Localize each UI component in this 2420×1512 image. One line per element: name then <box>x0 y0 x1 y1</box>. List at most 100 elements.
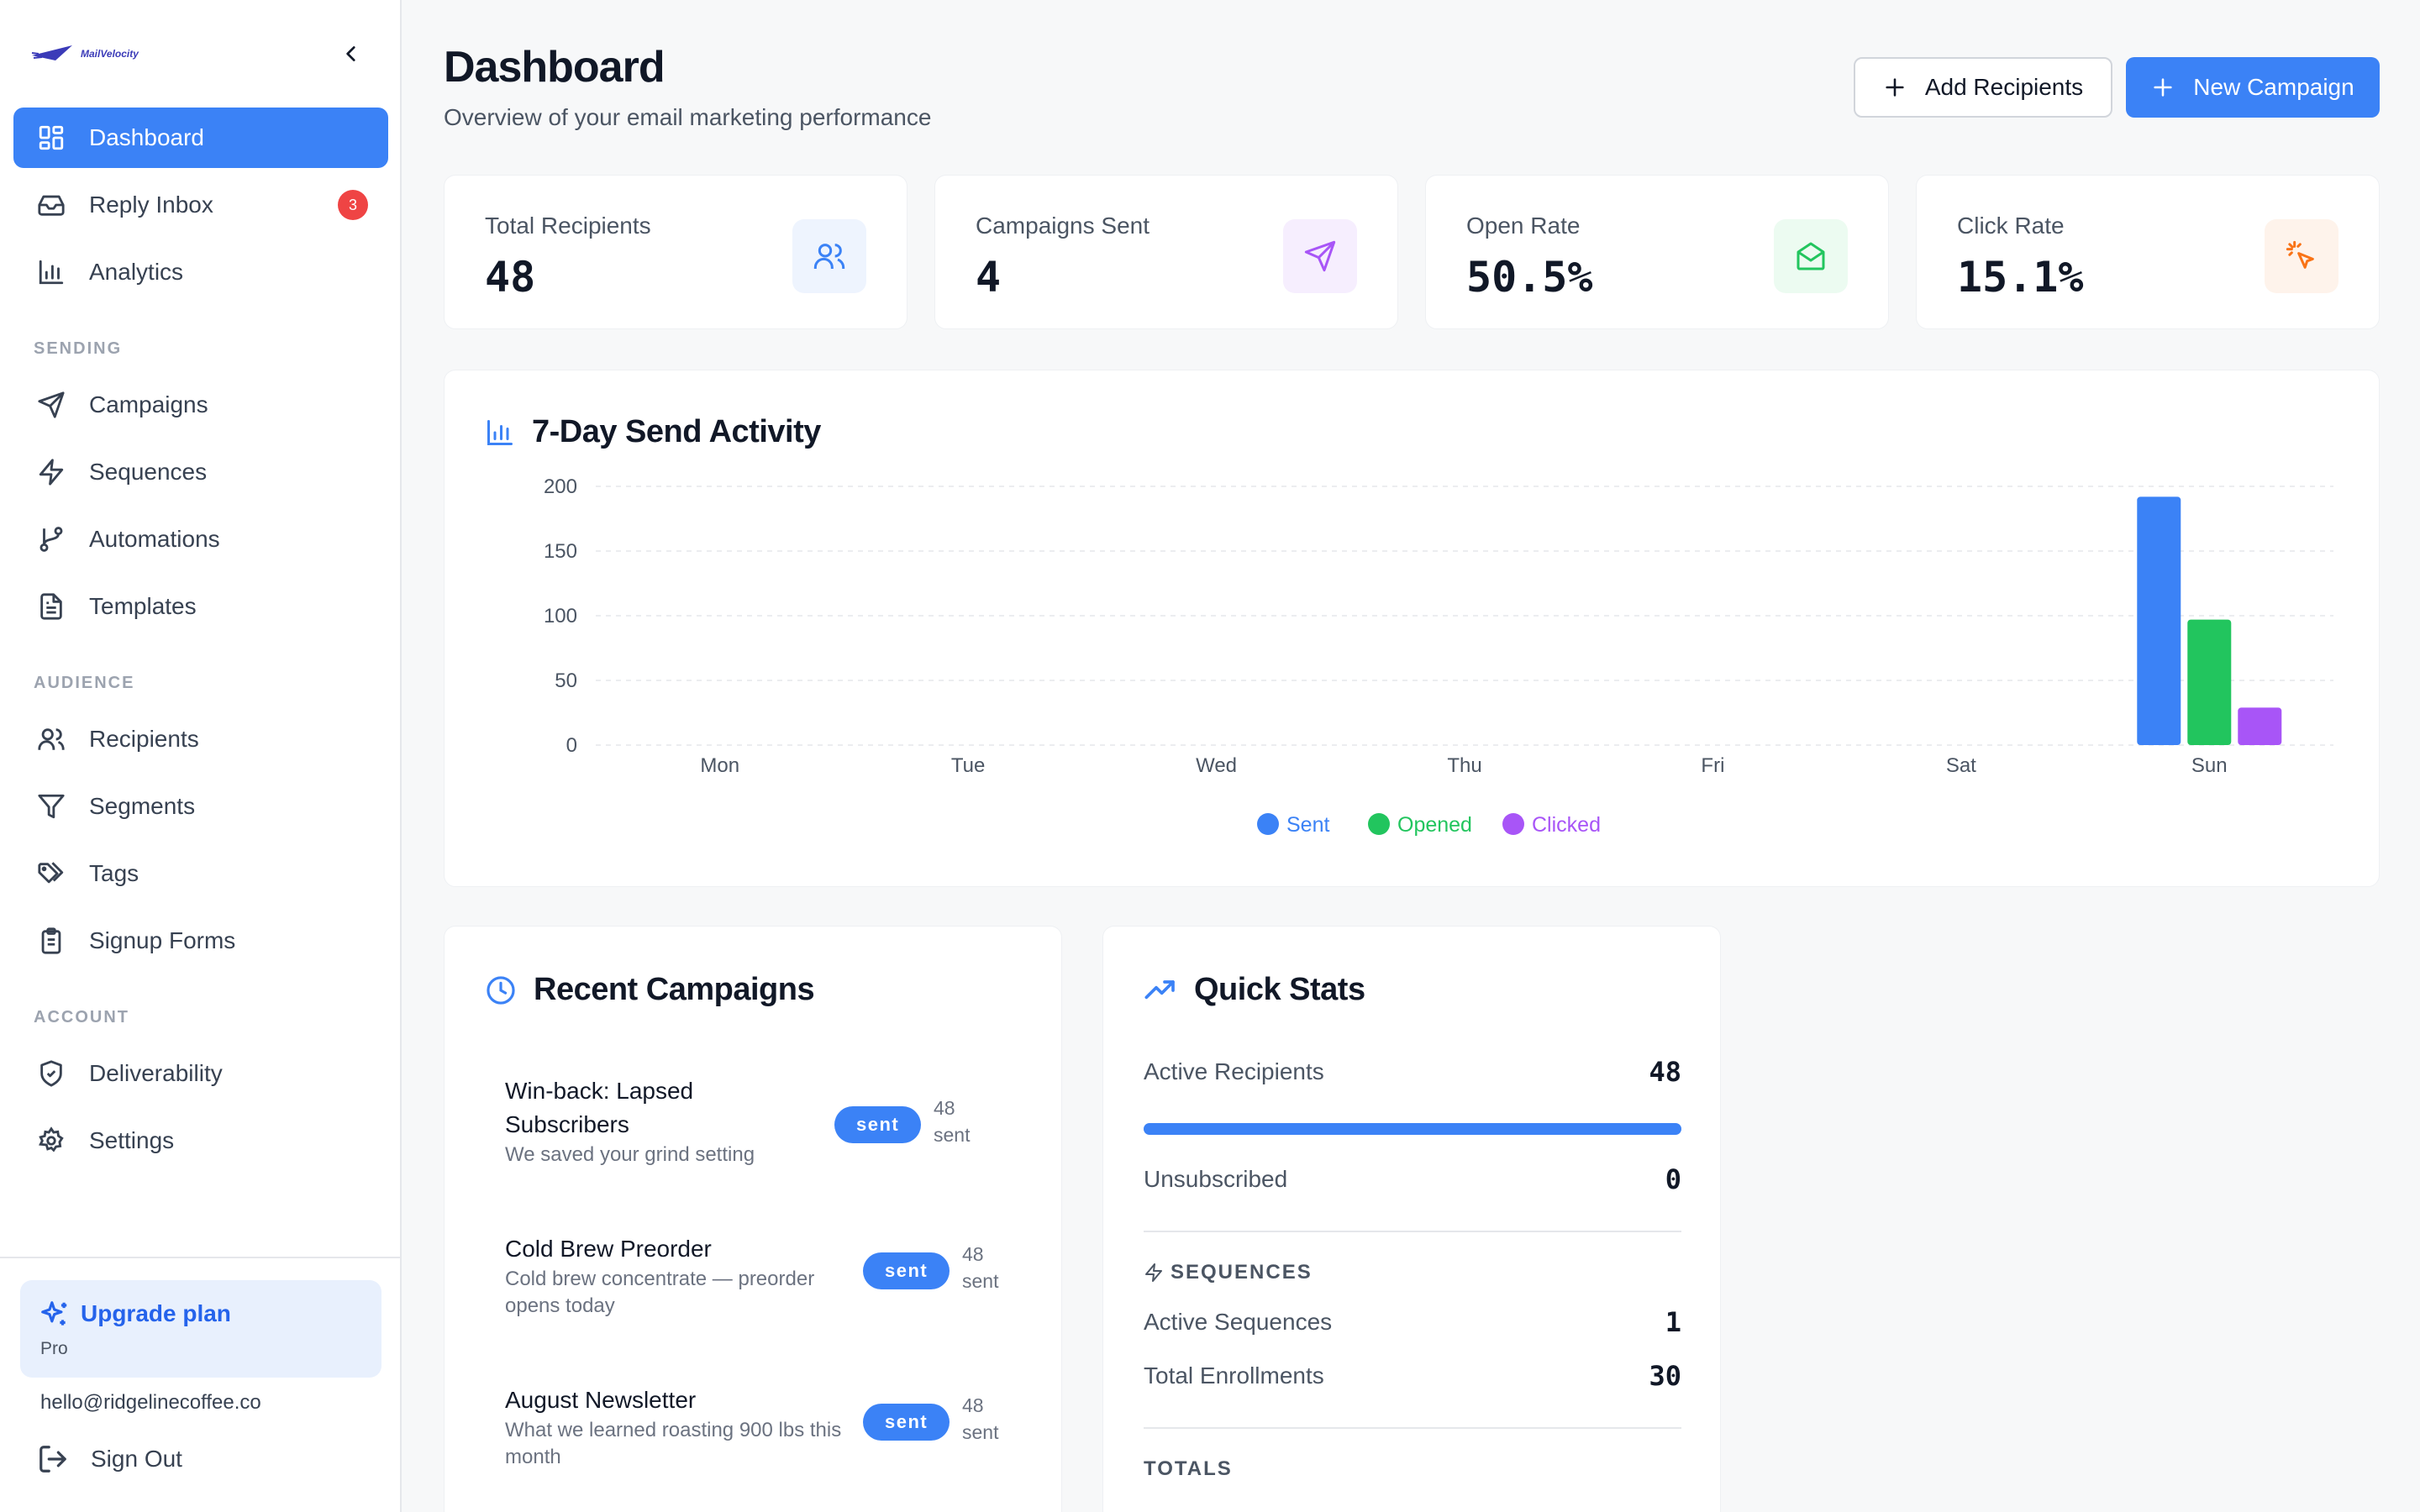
sidebar-item-label: Analytics <box>89 259 184 285</box>
clock-icon <box>487 975 515 1005</box>
new-campaign-label: New Campaign <box>2193 74 2354 100</box>
add-recipients-label: Add Recipients <box>1924 74 2084 100</box>
log-out-icon <box>39 1446 66 1473</box>
sidebar-item-label: Signup Forms <box>89 927 236 953</box>
x-tick-label: Wed <box>1196 754 1237 777</box>
x-tick-label: Tue <box>951 754 985 777</box>
stat-label: Campaigns Sent <box>976 213 1150 239</box>
inbox-icon <box>35 189 67 221</box>
bolt-icon <box>35 456 67 488</box>
file-text-icon <box>35 591 67 622</box>
chart-title-text: 7-Day Send Activity <box>532 414 821 449</box>
stat-value: 50.5% <box>1466 253 1593 302</box>
divider <box>1144 1427 1681 1429</box>
sent-count-value: 48 <box>962 1243 984 1265</box>
section-label-account: ACCOUNT <box>34 1008 129 1026</box>
sidebar-item-label: Sequences <box>89 459 208 485</box>
sidebar-item-templates[interactable]: Templates <box>13 576 388 637</box>
upgrade-plan-button[interactable]: Upgrade plan Pro <box>20 1280 381 1378</box>
y-tick-label: 200 <box>544 475 577 498</box>
page-subtitle: Overview of your email marketing perform… <box>444 104 932 130</box>
sequences-section-header: SEQUENCES <box>1144 1261 1313 1284</box>
sidebar-item-tags[interactable]: Tags <box>13 843 388 904</box>
chevron-left-icon <box>346 46 355 61</box>
quick-stats-title-text: Quick Stats <box>1194 972 1365 1007</box>
plus-icon <box>2154 78 2172 97</box>
campaign-title: Cold Brew Preorder <box>505 1236 712 1262</box>
campaign-item[interactable]: Cold Brew Preorder Cold brew concentrate… <box>505 1232 1026 1320</box>
campaign-subject: We saved your grind setting <box>505 1143 755 1166</box>
campaign-title: Win-back: Lapsed Subscribers <box>505 1078 694 1137</box>
totals-section-label: TOTALS <box>1144 1457 1233 1480</box>
legend-swatch <box>1502 813 1524 835</box>
logo[interactable]: MailVelocity <box>30 39 139 69</box>
recent-campaigns-card: Recent Campaigns Win-back: Lapsed Subscr… <box>444 926 1062 1512</box>
sidebar-item-label: Templates <box>89 593 197 619</box>
sidebar-item-sequences[interactable]: Sequences <box>13 442 388 502</box>
mail-open-icon <box>1774 219 1848 293</box>
x-tick-label: Mon <box>700 754 739 777</box>
gear-icon <box>35 1125 67 1157</box>
x-tick-label: Fri <box>1701 754 1724 777</box>
bolt-icon <box>1145 1263 1162 1282</box>
bar-opened-sun <box>2187 619 2232 745</box>
sidebar-item-label: Reply Inbox <box>89 192 213 218</box>
active-recipients-value: 48 <box>1649 1056 1681 1088</box>
active-recipients-row: Active Recipients 48 <box>1144 1056 1681 1088</box>
sidebar-item-deliverability[interactable]: Deliverability <box>13 1043 388 1104</box>
total-enrollments-value: 30 <box>1649 1360 1681 1392</box>
sidebar-item-dashboard[interactable]: Dashboard <box>13 108 388 168</box>
sidebar-item-settings[interactable]: Settings <box>13 1110 388 1171</box>
active-recipients-progress-bar <box>1144 1123 1681 1135</box>
section-label-sending: SENDING <box>34 339 123 358</box>
pointer-click-icon <box>2265 219 2338 293</box>
sidebar-item-campaigns[interactable]: Campaigns <box>13 375 388 435</box>
sidebar-item-automations[interactable]: Automations <box>13 509 388 570</box>
new-campaign-button[interactable]: New Campaign <box>2126 57 2380 118</box>
sidebar-item-label: Recipients <box>89 726 199 752</box>
collapse-sidebar-button[interactable] <box>336 39 366 69</box>
stat-label: Total Recipients <box>485 213 651 239</box>
stat-label: Open Rate <box>1466 213 1581 239</box>
chart-card-title: 7-Day Send Activity <box>485 414 821 450</box>
logo-text: MailVelocity <box>81 48 139 60</box>
sent-count-unit: sent <box>962 1270 999 1292</box>
sidebar-item-label: Dashboard <box>89 124 204 150</box>
users-icon <box>792 219 866 293</box>
section-label-audience: AUDIENCE <box>34 674 135 692</box>
plus-icon <box>1886 78 1904 97</box>
campaign-item[interactable]: Win-back: Lapsed Subscribers We saved yo… <box>505 1074 1026 1168</box>
sidebar-item-segments[interactable]: Segments <box>13 776 388 837</box>
active-sequences-value: 1 <box>1665 1306 1681 1338</box>
x-tick-label: Sat <box>1946 754 1976 777</box>
sequences-section-label: SEQUENCES <box>1171 1261 1313 1284</box>
y-tick-label: 150 <box>544 540 577 563</box>
sidebar-item-label: Deliverability <box>89 1060 223 1086</box>
add-recipients-button[interactable]: Add Recipients <box>1854 57 2112 118</box>
legend-swatch <box>1257 813 1279 835</box>
sidebar-item-signup-forms[interactable]: Signup Forms <box>13 911 388 971</box>
legend-label: Clicked <box>1532 813 1601 837</box>
sidebar-item-analytics[interactable]: Analytics <box>13 242 388 302</box>
filter-icon <box>35 790 67 822</box>
sign-out-label: Sign Out <box>91 1446 182 1472</box>
grid-icon <box>35 122 67 154</box>
active-sequences-label: Active Sequences <box>1144 1309 1333 1335</box>
sidebar-item-reply-inbox[interactable]: Reply Inbox 3 <box>13 175 388 235</box>
total-enrollments-label: Total Enrollments <box>1144 1362 1324 1389</box>
sent-count-value: 48 <box>962 1394 984 1416</box>
campaign-sent-count: 48 sent <box>934 1095 970 1148</box>
bar-clicked-sun <box>2238 707 2282 745</box>
unsubscribed-label: Unsubscribed <box>1144 1166 1288 1192</box>
active-sequences-row: Active Sequences 1 <box>1144 1306 1681 1338</box>
sidebar-item-recipients[interactable]: Recipients <box>13 709 388 769</box>
sign-out-button[interactable]: Sign Out <box>37 1443 182 1475</box>
sparkles-icon <box>41 1301 67 1326</box>
y-tick-label: 0 <box>566 734 577 757</box>
send-activity-chart-card: 7-Day Send Activity 0 50 100 150 200 Mon Tue We… <box>444 370 2380 887</box>
page-title: Dashboard <box>444 43 666 92</box>
user-email: hello@ridgelinecoffee.co <box>40 1391 261 1414</box>
campaign-item[interactable]: August Newsletter What we learned roasti… <box>505 1383 1026 1471</box>
stat-card-click-rate: Click Rate 15.1% <box>1916 175 2380 329</box>
